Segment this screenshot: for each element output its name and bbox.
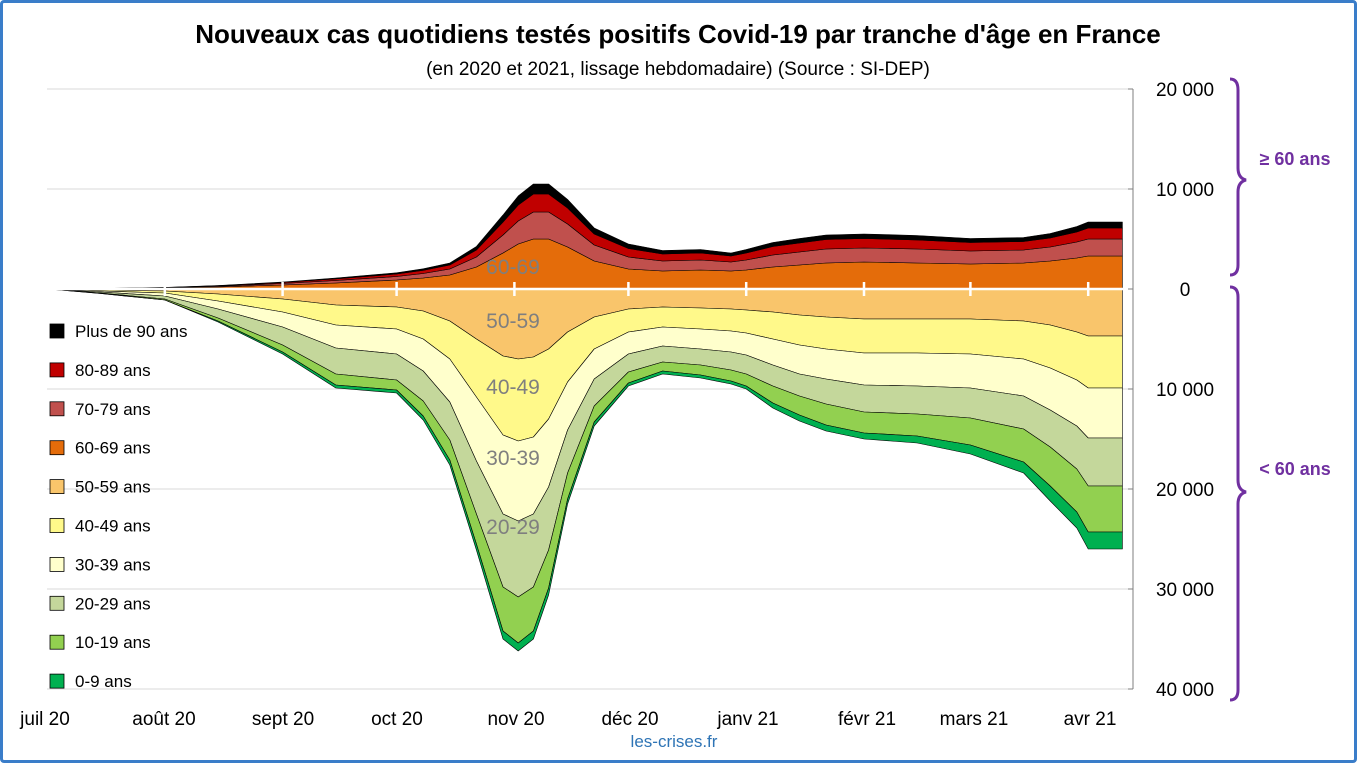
legend-label-70-79-ans: 70-79 ans — [75, 400, 151, 419]
x-tick-label-4: nov 20 — [487, 709, 544, 730]
y-tick-label-6: 40 000 — [1156, 680, 1214, 701]
bracket-lower — [1229, 285, 1247, 702]
x-tick-label-9: avr 21 — [1064, 709, 1117, 730]
legend-swatch-0-9-ans — [49, 673, 65, 689]
legend-swatch-40-49-ans — [49, 518, 65, 533]
legend-label-10-19-ans: 10-19 ans — [75, 633, 151, 652]
y-tick-label-3: 10 000 — [1156, 380, 1214, 401]
legend-swatch-60-69-ans — [49, 440, 65, 456]
x-tick-label-8: mars 21 — [940, 709, 1009, 730]
chart-subtitle: (en 2020 et 2021, lissage hebdomadaire) … — [426, 59, 930, 80]
legend-swatch-30-39-ans — [49, 557, 65, 572]
legend-swatch-plus-de-90-ans — [49, 323, 65, 339]
x-tick-label-6: janv 21 — [716, 709, 778, 730]
lower-area-0-9-ans — [46, 288, 1123, 652]
legend-label-0-9-ans: 0-9 ans — [75, 672, 132, 691]
x-tick-label-3: oct 20 — [371, 709, 423, 730]
band-label-3: 30-39 — [486, 447, 540, 470]
x-tick-label-1: août 20 — [132, 709, 195, 730]
legend-label-50-59-ans: 50-59 ans — [75, 478, 151, 497]
y-axis: 20 000 10 000 0 10 000 20 000 30 000 40 000 — [1128, 80, 1214, 701]
legend-label-30-39-ans: 30-39 ans — [75, 555, 151, 574]
band-labels: 60-69 50-59 40-49 30-39 20-29 — [486, 256, 540, 539]
legend-label-plus-de-90-ans: Plus de 90 ans — [75, 322, 187, 341]
bracket-upper — [1229, 77, 1247, 277]
legend-swatch-70-79-ans — [49, 401, 65, 417]
y-tick-label-4: 20 000 — [1156, 480, 1214, 501]
x-tick-label-5: déc 20 — [601, 709, 658, 730]
chart-title: Nouveaux cas quotidiens testés positifs … — [195, 19, 1161, 49]
legend-swatch-20-29-ans — [49, 595, 65, 611]
stacked-areas — [46, 183, 1123, 652]
legend-label-60-69-ans: 60-69 ans — [75, 439, 151, 458]
zero-axis — [45, 282, 1130, 296]
legend-swatch-50-59-ans — [49, 479, 65, 495]
y-tick-label-2: 0 — [1180, 280, 1191, 301]
x-tick-label-0: juil 20 — [19, 709, 70, 730]
legend-label-40-49-ans: 40-49 ans — [75, 517, 151, 536]
y-tick-label-1: 10 000 — [1156, 180, 1214, 201]
band-label-4: 20-29 — [486, 516, 540, 539]
y-tick-label-0: 20 000 — [1156, 80, 1214, 101]
legend-label-20-29-ans: 20-29 ans — [75, 594, 151, 613]
legend-swatch-80-89-ans — [49, 362, 65, 378]
bracket-label-upper: ≥ 60 ans — [1260, 149, 1331, 169]
legend-label-80-89-ans: 80-89 ans — [75, 361, 151, 380]
band-label-1: 50-59 — [486, 310, 540, 333]
band-label-0: 60-69 — [486, 256, 540, 279]
legend-swatch-10-19-ans — [49, 634, 65, 650]
x-tick-label-7: févr 21 — [838, 709, 896, 730]
age-brackets: ≥ 60 ans < 60 ans — [1229, 77, 1331, 702]
upper-area-plus-de-90-ans — [46, 183, 1123, 290]
y-tick-label-5: 30 000 — [1156, 580, 1214, 601]
x-tick-label-2: sept 20 — [252, 709, 314, 730]
x-axis: juil 20 août 20 sept 20 oct 20 nov 20 déc 20 j… — [19, 709, 1116, 730]
band-label-2: 40-49 — [486, 376, 540, 399]
source-note: les-crises.fr — [631, 732, 718, 751]
legend: Plus de 90 ans 80-89 ans 70-79 ans 60-69 an… — [49, 322, 187, 691]
bracket-label-lower: < 60 ans — [1259, 459, 1331, 479]
